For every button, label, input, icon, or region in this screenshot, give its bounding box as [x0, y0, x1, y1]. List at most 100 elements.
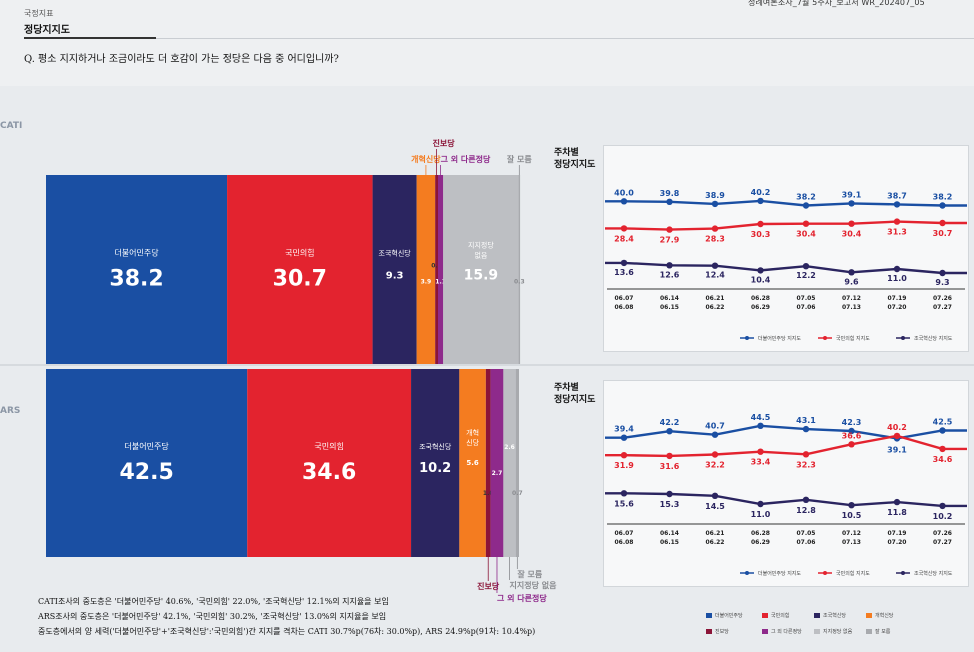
ars-trend-title: 주차별 정당지지도 — [554, 382, 595, 406]
cati-data-label: 38.9 — [705, 191, 725, 200]
cati-data-point — [757, 220, 764, 228]
ars-data-label: 40.2 — [887, 423, 907, 432]
cati-x-tick-label: 06.07 — [615, 295, 634, 302]
ars-data-label: 10.2 — [933, 512, 953, 521]
ars-data-point — [939, 502, 946, 510]
ars-data-point — [848, 502, 855, 509]
cati-data-point — [939, 202, 946, 209]
cati-mode-label: CATI — [0, 121, 23, 131]
ars-bar-label: 조국혁신당 — [419, 442, 452, 451]
cati-data-label: 12.2 — [796, 271, 816, 280]
ars-x-tick-label: 06.15 — [660, 539, 679, 546]
legend-label: 더불어민주당 — [715, 613, 743, 619]
ars-data-point — [848, 441, 855, 448]
cati-data-label: 38.7 — [887, 191, 907, 200]
ars-x-tick-label: 06.08 — [615, 539, 634, 546]
report-header — [0, 0, 974, 86]
cati-data-label: 30.4 — [796, 230, 816, 239]
ars-legend-label: 조국혁신당 지지도 — [914, 570, 953, 577]
ars-bar-value: 1.0 — [483, 490, 494, 497]
cati-data-point — [620, 259, 628, 267]
ars-bar-지지정당-없음 — [503, 369, 516, 557]
ars-external-label: 그 외 다른정당 — [497, 593, 547, 603]
ars-x-tick-label: 07.13 — [842, 539, 861, 546]
cati-data-point — [939, 219, 946, 227]
cati-bar-value: 0.6 — [431, 263, 442, 270]
cati-data-label: 9.6 — [844, 277, 859, 286]
ars-x-tick-label: 07.12 — [842, 530, 861, 537]
ars-data-label: 33.4 — [751, 458, 771, 467]
ars-x-tick-label: 06.28 — [751, 530, 770, 537]
ars-bar-value: 2.7 — [492, 470, 503, 477]
cati-data-point — [848, 200, 855, 207]
ars-bar-value: 10.2 — [419, 461, 451, 476]
legend-item: 지지정당 없음 — [814, 628, 852, 635]
legend-label: 지지정당 없음 — [823, 629, 853, 635]
ars-data-point — [711, 492, 719, 499]
ars-data-label: 34.6 — [933, 455, 953, 464]
ars-data-point — [620, 434, 628, 441]
ars-data-point — [893, 498, 901, 506]
ars-legend-marker — [823, 571, 827, 575]
ars-data-label: 11.8 — [887, 508, 907, 517]
cati-series-line-더불어민주당-지지도 — [605, 199, 967, 207]
cati-bar-개혁신당 — [416, 175, 436, 364]
ars-x-tick-label: 07.20 — [888, 539, 907, 546]
cati-x-tick-label: 06.28 — [751, 295, 770, 302]
ars-bar-value: 2.6 — [504, 444, 515, 451]
ars-x-tick-label: 07.26 — [933, 530, 952, 537]
cati-bar-지지정당-없음 — [443, 175, 519, 364]
cati-x-tick-label: 07.26 — [933, 295, 952, 302]
ars-trend-panel — [603, 380, 969, 587]
cati-data-label: 11.0 — [887, 274, 907, 283]
cati-data-label: 12.6 — [660, 270, 680, 279]
cati-data-label: 40.0 — [614, 188, 634, 197]
mode-divider — [0, 364, 974, 366]
cati-data-label: 10.4 — [751, 275, 771, 284]
ars-x-tick-label: 07.19 — [888, 530, 907, 537]
cati-x-tick-label: 06.08 — [615, 304, 634, 311]
cati-bar-진보당 — [435, 175, 438, 364]
ars-data-label: 39.1 — [887, 445, 907, 454]
legend-item: 그 외 다른정당 — [762, 628, 802, 635]
cati-data-point — [757, 197, 764, 205]
cati-legend-marker — [745, 336, 749, 340]
ars-series-line-조국혁신당-지지도 — [605, 492, 967, 508]
ars-data-point — [757, 422, 764, 429]
cati-bar-value: 38.2 — [109, 267, 163, 292]
ars-x-tick-label: 06.22 — [706, 539, 725, 546]
ars-bar-label: 더불어민주당 — [125, 441, 170, 451]
cati-data-label: 40.2 — [751, 188, 771, 197]
ars-x-tick-label: 06.21 — [706, 530, 725, 537]
ars-data-point — [802, 451, 810, 458]
note-line: CATI조사의 중도층은 '더불어민주당' 40.6%, '국민의힘' 22.0… — [38, 597, 389, 606]
cati-bar-그-외-다른정당 — [437, 175, 444, 364]
legend-swatch — [814, 613, 820, 618]
cati-data-point — [893, 265, 901, 273]
ars-bar-value: 0.7 — [512, 490, 523, 497]
cati-external-label: 그 외 다른정당 — [441, 154, 491, 164]
ars-data-point — [848, 427, 855, 435]
ars-mode-label: ARS — [0, 406, 21, 416]
legend-item: 국민의힘 — [762, 612, 789, 619]
ars-x-tick-label: 06.14 — [660, 530, 679, 537]
cati-data-label: 9.3 — [935, 278, 949, 287]
legend-item: 진보당 — [706, 628, 729, 635]
ars-data-label: 15.3 — [660, 500, 680, 509]
ars-data-point — [711, 451, 719, 458]
ars-bar-value: 5.6 — [466, 459, 479, 467]
ars-bar-value: 42.5 — [119, 460, 173, 485]
ars-bar-조국혁신당 — [411, 369, 460, 557]
cati-data-label: 38.2 — [933, 193, 953, 202]
legend-label: 잘 모름 — [875, 629, 891, 635]
cati-series-line-국민의힘-지지도 — [605, 220, 967, 231]
ars-trend-title-line2: 정당지지도 — [554, 395, 596, 405]
cati-data-point — [802, 202, 810, 209]
ars-data-label: 42.5 — [933, 418, 953, 427]
legend-item: 잘 모름 — [866, 628, 890, 635]
legend-item: 조국혁신당 — [814, 612, 846, 619]
cati-bar-조국혁신당 — [372, 175, 417, 364]
legend-item: 더불어민주당 — [706, 612, 743, 619]
cati-bar-label: 지지정당 — [468, 241, 494, 250]
